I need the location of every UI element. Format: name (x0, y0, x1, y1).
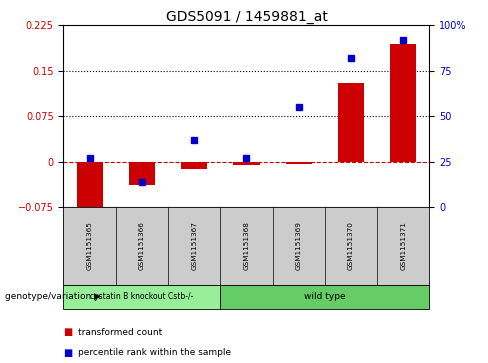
Text: GSM1151365: GSM1151365 (86, 221, 93, 270)
Bar (233, 162, 260, 164)
Bar (63, 285, 220, 309)
Bar (285, 162, 312, 164)
Text: transformed count: transformed count (78, 328, 163, 337)
Bar (390, 44, 416, 162)
Text: GSM1151367: GSM1151367 (191, 221, 197, 270)
Text: wild type: wild type (304, 292, 346, 301)
Text: ■: ■ (63, 327, 73, 337)
Bar (77, 162, 102, 219)
Text: GSM1151366: GSM1151366 (139, 221, 145, 270)
Text: genotype/variation ▶: genotype/variation ▶ (5, 292, 101, 301)
Title: GDS5091 / 1459881_at: GDS5091 / 1459881_at (165, 11, 327, 24)
Bar (181, 162, 207, 169)
Bar (338, 83, 364, 162)
Text: GSM1151371: GSM1151371 (400, 221, 407, 270)
Text: GSM1151369: GSM1151369 (296, 221, 302, 270)
Text: percentile rank within the sample: percentile rank within the sample (78, 348, 231, 357)
Text: ■: ■ (63, 348, 73, 358)
Bar (220, 285, 429, 309)
Text: cystatin B knockout Cstb-/-: cystatin B knockout Cstb-/- (90, 292, 194, 301)
Text: GSM1151368: GSM1151368 (244, 221, 249, 270)
Text: GSM1151370: GSM1151370 (348, 221, 354, 270)
Bar (129, 162, 155, 184)
